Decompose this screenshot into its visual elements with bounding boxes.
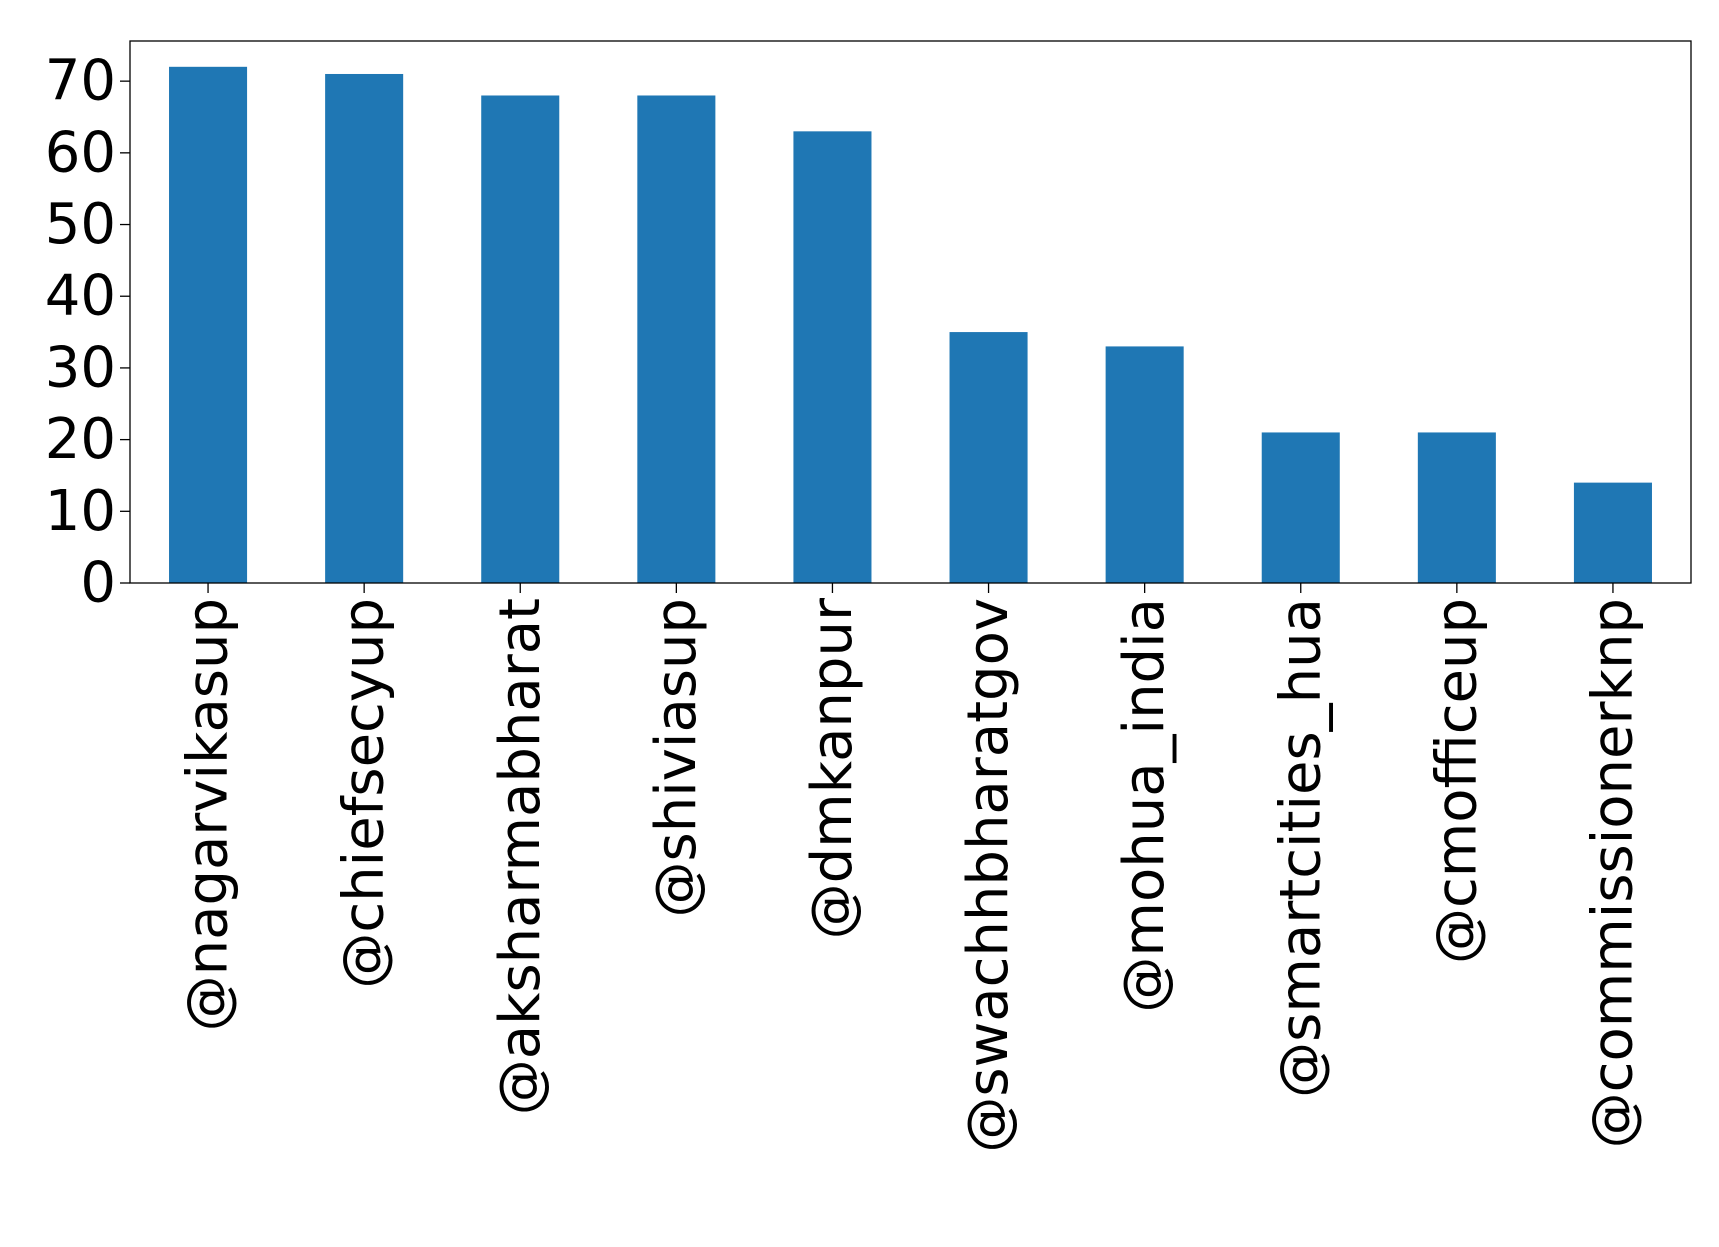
bar-swachhbharatgov (949, 332, 1028, 583)
bar-aksharmabharat (481, 95, 560, 584)
x-axis: @nagarvikasup @chiefsecyup @aksharmabharat… (176, 583, 1645, 1153)
y-tick-label: 0 (80, 551, 116, 616)
bar-dmkanpur (793, 131, 872, 584)
x-tick-label: @swachhbharatgov (956, 598, 1021, 1153)
y-tick-label: 50 (45, 192, 116, 257)
bar-nagarvikasup (169, 66, 248, 584)
x-tick-label: @dmkanpur (800, 597, 865, 939)
x-tick-label: @mohua_india (1112, 598, 1177, 1013)
x-tick-label: @cmofficeup (1424, 598, 1489, 964)
bar-commissionerknp (1573, 482, 1652, 583)
y-tick-label: 70 (45, 49, 116, 114)
bar-mohua-india (1105, 346, 1184, 583)
y-tick-label: 40 (45, 264, 116, 329)
x-tick-label: @chiefsecyup (332, 598, 397, 989)
y-tick-label: 60 (45, 120, 116, 185)
y-tick-label: 30 (45, 335, 116, 400)
x-tick-label: @shiviasup (644, 598, 709, 917)
bar-chiefsecyup (325, 73, 404, 584)
bar-smartcities-hua (1261, 432, 1340, 583)
bar-shiviasup (637, 95, 716, 584)
bar-cmofficeup (1417, 432, 1496, 583)
x-tick-label: @smartcities_hua (1268, 598, 1333, 1098)
y-tick-label: 20 (45, 407, 116, 472)
x-tick-label: @commissionerknp (1580, 598, 1645, 1148)
plot-frame (129, 40, 1692, 584)
bars-layer (169, 66, 1652, 584)
x-tick-label: @nagarvikasup (176, 598, 241, 1031)
y-tick-label: 10 (45, 479, 116, 544)
x-tick-label: @aksharmabharat (488, 598, 553, 1115)
